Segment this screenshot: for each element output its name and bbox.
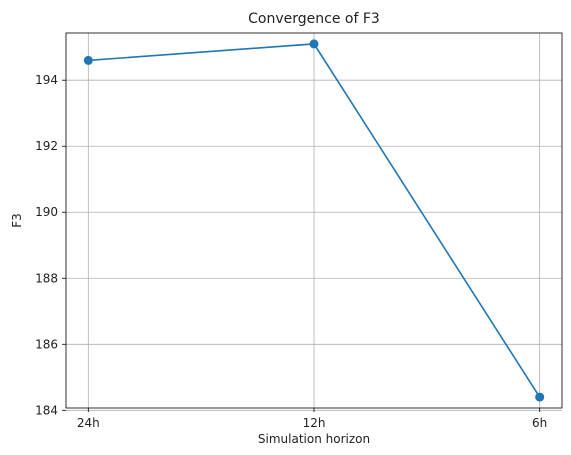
- grid-lines: [66, 33, 562, 411]
- y-tick-label: 190: [35, 205, 58, 219]
- y-tick-label: 192: [35, 139, 58, 153]
- x-tick-label: 12h: [303, 416, 326, 430]
- y-tick-label: 194: [35, 73, 58, 87]
- y-tick-label: 184: [35, 403, 58, 417]
- y-axis-label: F3: [10, 213, 24, 228]
- x-axis-label: Simulation horizon: [258, 432, 370, 446]
- series-layer: [83, 39, 545, 402]
- y-tick-label: 188: [35, 271, 58, 285]
- data-point: [83, 55, 93, 65]
- chart-title: Convergence of F3: [248, 11, 380, 27]
- y-tick-label: 186: [35, 337, 58, 351]
- x-tick-label: 6h: [532, 416, 547, 430]
- data-point: [309, 39, 319, 49]
- tick-layer: 24h 12h 6h 184 186 188 190 192 194: [35, 73, 547, 430]
- x-tick-label: 24h: [77, 416, 100, 430]
- data-point: [535, 392, 545, 402]
